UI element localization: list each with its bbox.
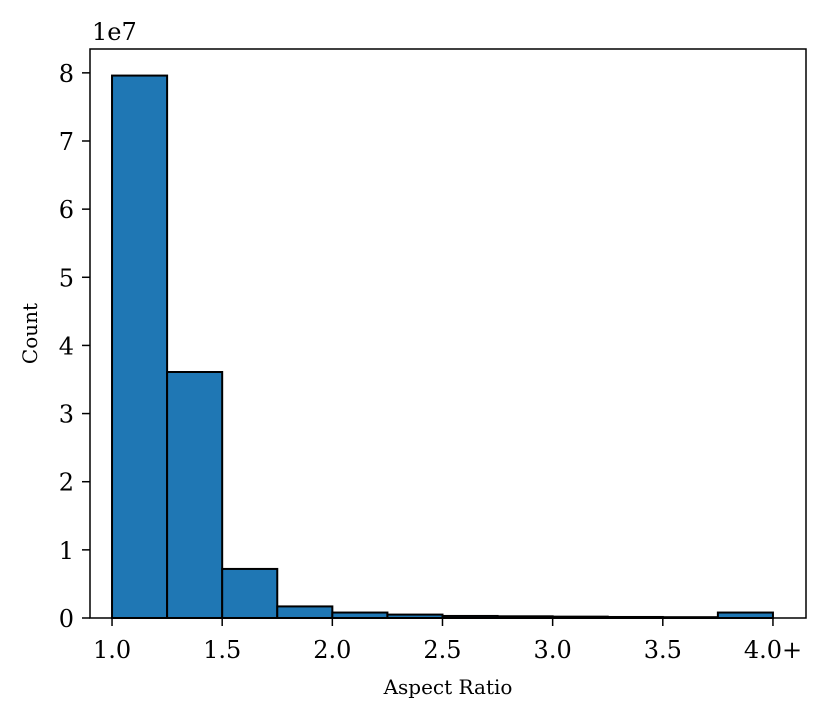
- y-tick-label-8: 8: [59, 60, 74, 88]
- x-axis-label: Aspect Ratio: [383, 675, 513, 699]
- histogram-bar-11: [716, 611, 774, 620]
- y-tick-label-4: 4: [59, 332, 74, 360]
- x-axis: 1.0 1.5 2.0 2.5 3.0 3.5 4.0+: [93, 618, 802, 664]
- plot-frame: [89, 48, 807, 619]
- y-axis-multiplier: 1e7: [92, 18, 137, 46]
- x-tick-label-5: 3.5: [644, 636, 682, 664]
- y-tick-label-0: 0: [59, 605, 74, 633]
- histogram-bar-0: [111, 74, 169, 619]
- y-axis-label: Count: [18, 303, 42, 364]
- x-tick-label-1: 1.5: [203, 636, 241, 664]
- y-tick-label-2: 2: [59, 469, 74, 497]
- y-tick-label-7: 7: [59, 128, 74, 156]
- histogram-bar-2: [221, 567, 279, 619]
- histogram-bar-4: [331, 611, 389, 620]
- bars-group: [111, 74, 774, 620]
- histogram-bar-3: [276, 605, 334, 620]
- y-tick-label-6: 6: [59, 196, 74, 224]
- x-tick-label-0: 1.0: [93, 636, 131, 664]
- y-axis: 0 1 2 3 4 5 6 7 8: [59, 60, 90, 633]
- y-tick-label-3: 3: [59, 401, 74, 429]
- x-tick-label-3: 2.5: [423, 636, 461, 664]
- x-tick-label-6: 4.0+: [744, 636, 802, 664]
- x-tick-label-4: 3.0: [534, 636, 572, 664]
- histogram-bar-1: [166, 371, 224, 619]
- y-tick-label-1: 1: [59, 537, 74, 565]
- x-tick-label-2: 2.0: [313, 636, 351, 664]
- y-tick-label-5: 5: [59, 264, 74, 292]
